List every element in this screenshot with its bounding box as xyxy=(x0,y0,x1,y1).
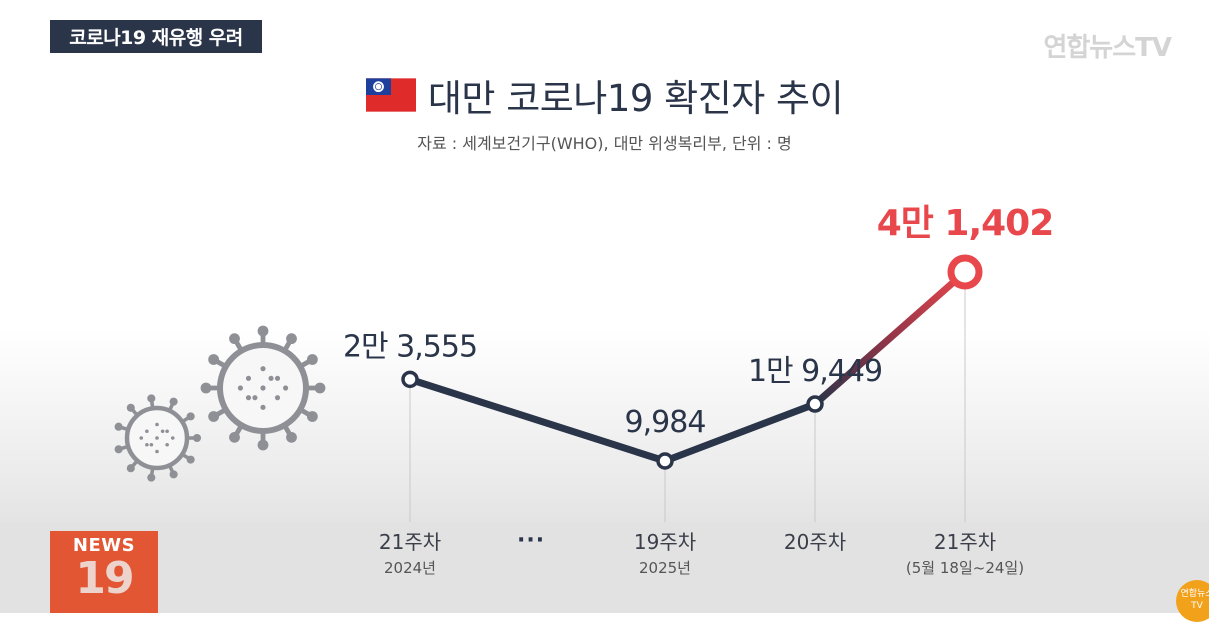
x-tick-label: 19주차 xyxy=(634,530,696,554)
data-point xyxy=(806,395,824,413)
news-label: NEWS xyxy=(72,535,136,556)
taiwan-flag-icon xyxy=(365,78,416,112)
virus-icon xyxy=(200,325,326,451)
series-line-segment xyxy=(661,400,819,465)
x-tick-sublabel: 2024년 xyxy=(384,559,436,577)
title-row: 대만 코로나19 확진자 추이 xyxy=(0,70,1209,120)
x-tick-sublabel: 2025년 xyxy=(639,559,691,577)
series-line-segment xyxy=(406,375,669,465)
news-number: 19 xyxy=(75,553,134,604)
x-tick-label: 21주차 xyxy=(379,530,441,554)
corner-logo-icon: 연합뉴스TV xyxy=(1176,580,1209,622)
topic-tag: 코로나19 재유행 우려 xyxy=(50,20,262,53)
virus-icon xyxy=(114,394,202,482)
data-point-highlight xyxy=(947,254,983,290)
value-label: 4만 1,402 xyxy=(877,203,1054,244)
broadcaster-logo: 연합뉴스TV xyxy=(1043,33,1172,63)
x-tick-sublabel: (5월 18일~24일) xyxy=(906,559,1024,577)
data-point xyxy=(401,370,419,389)
bottom-band xyxy=(0,522,1209,613)
x-tick-label: 20주차 xyxy=(784,530,846,554)
virus-decoration xyxy=(114,325,326,482)
data-point xyxy=(656,452,674,470)
value-label: 2만 3,555 xyxy=(343,329,477,364)
news19-badge: NEWS 19 xyxy=(50,531,158,613)
source-note: 자료 : 세계보건기구(WHO), 대만 위생복리부, 단위 : 명 xyxy=(417,134,792,153)
value-label: 9,984 xyxy=(625,405,706,440)
value-label: 1만 9,449 xyxy=(748,354,882,389)
chart-title: 대만 코로나19 확진자 추이 xyxy=(427,77,844,120)
x-tick-label: 21주차 xyxy=(934,530,996,554)
series-line-segment xyxy=(811,268,969,408)
axis-gap-ellipsis: ··· xyxy=(517,528,546,553)
